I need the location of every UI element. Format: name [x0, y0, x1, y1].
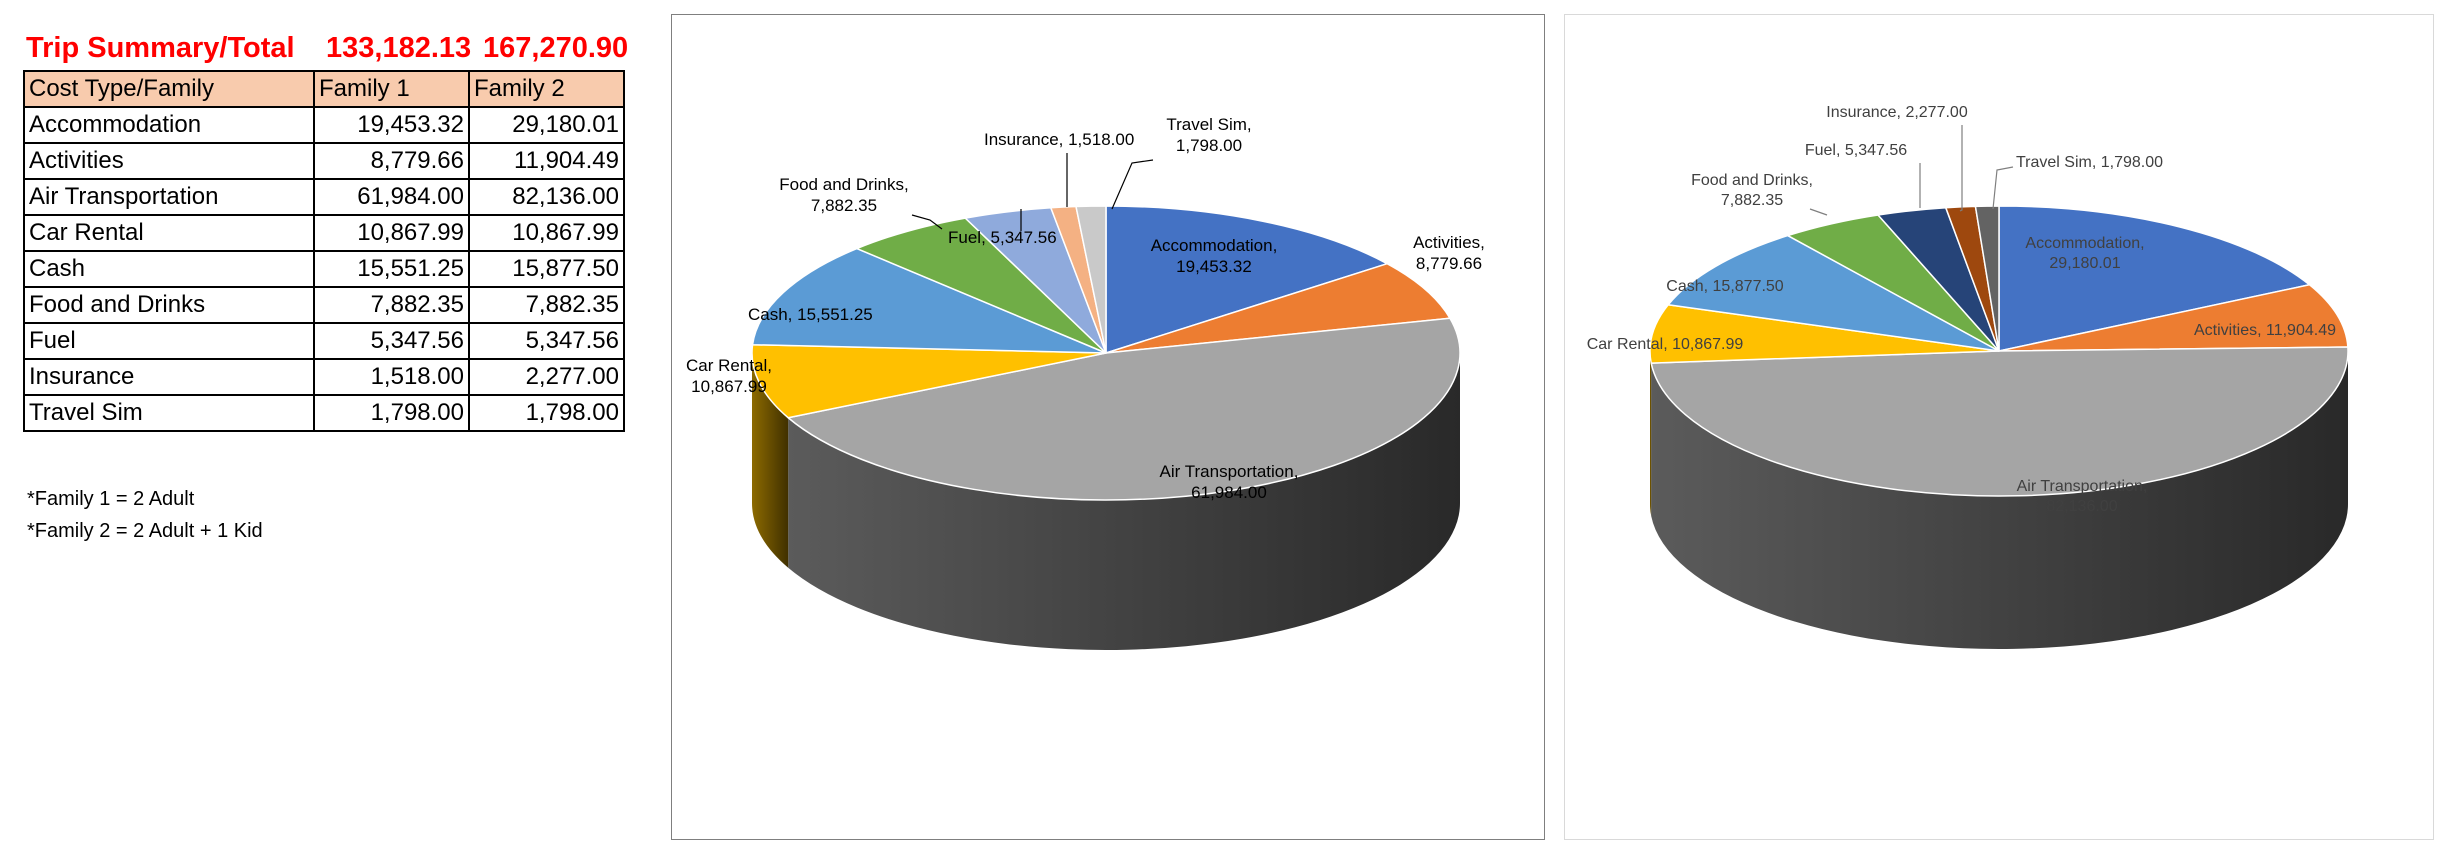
pie-chart-family1[interactable]: Accommodation, 19,453.32 Activities, 8,779.… — [671, 14, 1545, 840]
pie-labels: Accommodation, 19,453.32 Activities, 8,779.… — [686, 115, 1485, 502]
data-label-travel-sim: Travel Sim, 1,798.00 — [1166, 115, 1251, 155]
family1-cell: 7,882.35 — [313, 286, 470, 324]
header-cost-type: Cost Type/Family — [23, 70, 315, 108]
family1-cell: 19,453.32 — [313, 106, 470, 144]
cost-type-cell: Food and Drinks — [23, 286, 315, 324]
family2-cell: 5,347.56 — [468, 322, 625, 360]
cost-type-cell: Fuel — [23, 322, 315, 360]
data-label-insurance: Insurance, 1,518.00 — [984, 130, 1134, 149]
family1-cell: 1,518.00 — [313, 358, 470, 396]
family1-cell: 8,779.66 — [313, 142, 470, 180]
table-row: Fuel 5,347.56 5,347.56 — [23, 322, 625, 360]
leader-line-food-and-drinks — [911, 214, 943, 230]
pie-slice-car-rental[interactable] — [1649, 304, 2000, 364]
leader-line-travel-sim — [1992, 166, 2014, 210]
family2-cell: 29,180.01 — [468, 106, 625, 144]
pie-slice-travel-sim[interactable] — [1075, 205, 1107, 354]
family2-cell: 11,904.49 — [468, 142, 625, 180]
family2-cell: 1,798.00 — [468, 394, 625, 432]
cost-type-cell: Air Transportation — [23, 178, 315, 216]
footnote-family1: *Family 1 = 2 Adult — [27, 488, 195, 510]
table-row: Air Transportation 61,984.00 82,136.00 — [23, 178, 625, 216]
data-label-car-rental: Car Rental, 10,867.99 — [1587, 336, 1744, 353]
pie-slice-air-transportation[interactable] — [1650, 346, 2349, 497]
pie-slice-accommodation[interactable] — [1105, 205, 1388, 354]
pie-side-car-rental — [752, 353, 789, 568]
data-label-car-rental: Car Rental, 10,867.99 — [686, 356, 772, 396]
pie-labels: Accommodation, 29,180.01 Activities, 11,90… — [1587, 104, 2336, 515]
table-row: Travel Sim 1,798.00 1,798.00 — [23, 394, 625, 432]
data-label-air-transportation: Air Transportation, 82,136.00 — [2017, 478, 2148, 515]
pie-side-air-transportation — [788, 353, 1461, 650]
table-header-row: Cost Type/Family Family 1 Family 2 — [23, 70, 625, 108]
data-label-fuel: Fuel, 5,347.56 — [948, 228, 1057, 247]
data-label-accommodation: Accommodation, 29,180.01 — [2025, 235, 2144, 272]
summary-title: Trip Summary/Total — [26, 32, 295, 64]
table-row: Accommodation 19,453.32 29,180.01 — [23, 106, 625, 144]
table-row: Cash 15,551.25 15,877.50 — [23, 250, 625, 288]
family1-cell: 1,798.00 — [313, 394, 470, 432]
data-label-activities: Activities, 8,779.66 — [1413, 233, 1485, 273]
pie-side-walls — [1650, 351, 2348, 650]
leader-line-travel-sim — [1111, 159, 1154, 210]
data-label-fuel: Fuel, 5,347.56 — [1805, 142, 1907, 159]
family2-cell: 82,136.00 — [468, 178, 625, 216]
summary-total-family1: 133,182.13 — [326, 32, 472, 64]
family1-cell: 10,867.99 — [313, 214, 470, 252]
family2-cell: 2,277.00 — [468, 358, 625, 396]
cost-table: Cost Type/Family Family 1 Family 2 Accom… — [23, 70, 625, 432]
pie-slice-travel-sim[interactable] — [1974, 205, 2000, 352]
family1-cell: 5,347.56 — [313, 322, 470, 360]
cost-type-cell: Activities — [23, 142, 315, 180]
table-row: Car Rental 10,867.99 10,867.99 — [23, 214, 625, 252]
cost-type-cell: Insurance — [23, 358, 315, 396]
pie-slice-activities[interactable] — [1998, 283, 2349, 352]
cost-type-cell: Cash — [23, 250, 315, 288]
data-label-food-and-drinks: Food and Drinks, 7,882.35 — [1691, 172, 1813, 209]
pie-chart-family2[interactable]: Accommodation, 29,180.01 Activities, 11,90… — [1564, 14, 2434, 840]
data-label-travel-sim: Travel Sim, 1,798.00 — [2016, 154, 2163, 171]
leader-line-food-and-drinks — [1809, 208, 1828, 216]
leader-line-insurance — [1959, 125, 1963, 212]
pie-side-walls — [752, 353, 1461, 650]
pie-side-air-transportation — [1651, 351, 2348, 650]
family1-cell: 61,984.00 — [313, 178, 470, 216]
summary-total-family2: 167,270.90 — [483, 32, 629, 64]
data-label-cash: Cash, 15,551.25 — [748, 305, 873, 324]
pie-chart-svg: Accommodation, 29,180.01 Activities, 11,90… — [1587, 104, 2349, 650]
pie-slice-air-transportation[interactable] — [787, 317, 1461, 501]
data-label-cash: Cash, 15,877.50 — [1666, 278, 1784, 295]
pie-slice-accommodation[interactable] — [1998, 205, 2311, 352]
footnote-family2: *Family 2 = 2 Adult + 1 Kid — [27, 520, 263, 542]
family2-cell: 15,877.50 — [468, 250, 625, 288]
data-label-food-and-drinks: Food and Drinks, 7,882.35 — [779, 175, 908, 215]
data-label-air-transportation: Air Transportation, 61,984.00 — [1160, 462, 1299, 502]
pie-slice-activities[interactable] — [1105, 262, 1451, 354]
pie-slice-cash[interactable] — [751, 247, 1107, 354]
cost-type-cell: Car Rental — [23, 214, 315, 252]
pie-chart-svg: Accommodation, 19,453.32 Activities, 8,779.… — [686, 115, 1485, 650]
family2-cell: 7,882.35 — [468, 286, 625, 324]
header-family1: Family 1 — [313, 70, 470, 108]
pie-side-car-rental — [1650, 351, 1652, 517]
table-row: Activities 8,779.66 11,904.49 — [23, 142, 625, 180]
pie-slices — [751, 205, 1461, 501]
data-label-activities: Activities, 11,904.49 — [2194, 322, 2336, 339]
pie-slices — [1649, 205, 2349, 497]
pie-slice-car-rental[interactable] — [751, 343, 1107, 419]
cost-type-cell: Travel Sim — [23, 394, 315, 432]
data-label-insurance: Insurance, 2,277.00 — [1826, 104, 1968, 121]
table-row: Insurance 1,518.00 2,277.00 — [23, 358, 625, 396]
cost-type-cell: Accommodation — [23, 106, 315, 144]
family1-cell: 15,551.25 — [313, 250, 470, 288]
data-label-accommodation: Accommodation, 19,453.32 — [1151, 236, 1278, 276]
family2-cell: 10,867.99 — [468, 214, 625, 252]
pie-slice-cash[interactable] — [1667, 234, 2000, 352]
pie-slice-food-and-drinks[interactable] — [856, 217, 1107, 354]
header-family2: Family 2 — [468, 70, 625, 108]
table-row: Food and Drinks 7,882.35 7,882.35 — [23, 286, 625, 324]
